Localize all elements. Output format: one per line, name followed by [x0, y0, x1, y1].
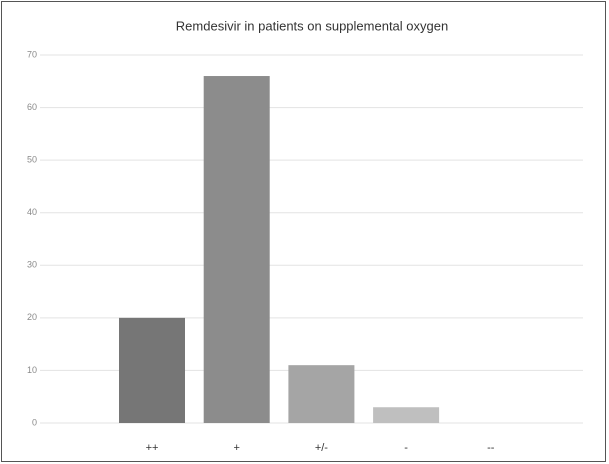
- bar: [119, 317, 185, 423]
- x-tick-label: +/-: [315, 442, 328, 454]
- y-tick-label: 60: [27, 102, 37, 112]
- x-tick-label: ++: [146, 442, 159, 454]
- bar: [288, 365, 355, 423]
- y-tick-label: 20: [27, 312, 37, 322]
- y-tick-label: 70: [27, 49, 37, 59]
- bar: [203, 76, 270, 424]
- y-tick-label: 10: [27, 365, 37, 375]
- chart-title: Remdesivir in patients on supplemental o…: [176, 18, 448, 33]
- y-tick-label: 40: [27, 207, 37, 217]
- y-tick-label: 50: [27, 155, 37, 165]
- x-tick-label: +: [233, 442, 239, 454]
- bar: [373, 407, 440, 423]
- x-tick-label: --: [487, 442, 495, 454]
- x-tick-label: -: [404, 442, 408, 454]
- y-tick-label: 0: [32, 417, 37, 427]
- y-tick-label: 30: [27, 260, 37, 270]
